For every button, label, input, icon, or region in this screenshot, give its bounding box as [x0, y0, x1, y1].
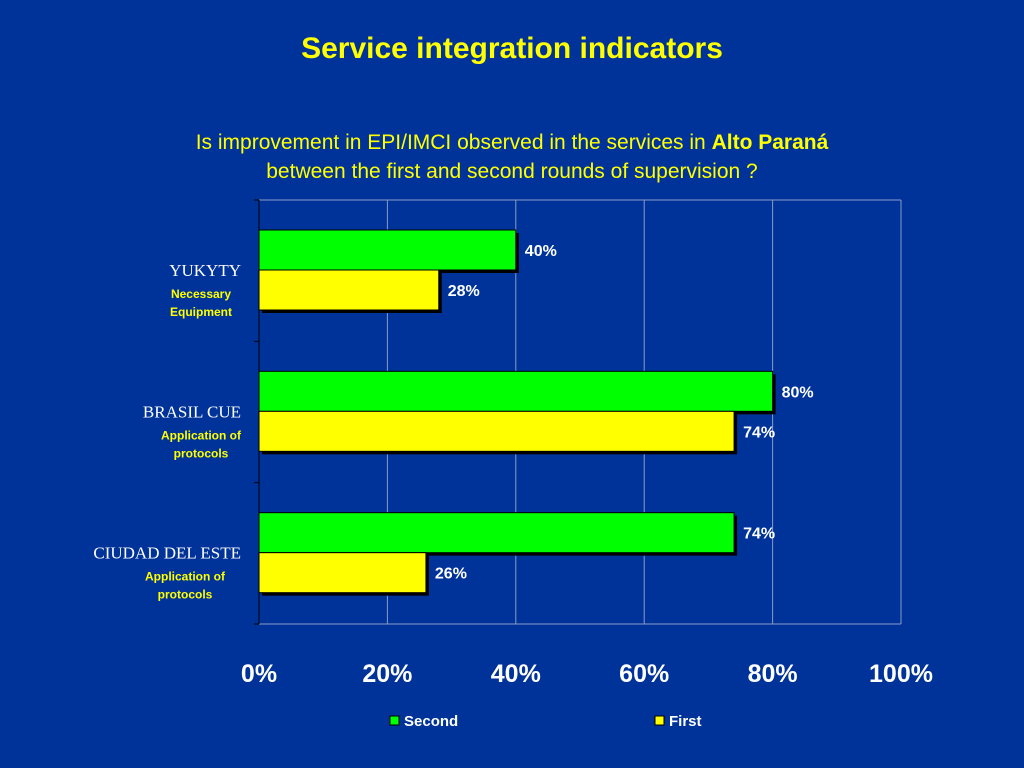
- category-sublabel: Application of: [161, 428, 242, 442]
- bar-second: [258, 370, 774, 412]
- x-tick-label: 100%: [869, 660, 933, 688]
- category-label: YUKYTY: [169, 261, 241, 280]
- legend: Second First: [389, 713, 702, 730]
- legend-label: First: [669, 713, 702, 730]
- data-label: 74%: [743, 526, 775, 543]
- legend-label: Second: [404, 713, 458, 730]
- subtitle-text: Is improvement in EPI/IMCI observed in t…: [195, 131, 712, 154]
- bar-second: [258, 512, 735, 554]
- data-label: 80%: [782, 384, 814, 401]
- bars-layer: [258, 229, 776, 596]
- category-sublabel: protocols: [158, 588, 213, 602]
- labels-layer: 40% 28% YUKYTY Necessary Equipment 80% 74% BRAS…: [93, 243, 813, 602]
- data-label: 74%: [743, 424, 775, 441]
- data-label: 40%: [525, 243, 557, 260]
- category-sublabel: Necessary: [171, 287, 231, 301]
- bar-second: [258, 229, 517, 271]
- x-tick-label: 80%: [748, 660, 798, 688]
- subtitle-text-line2: between the first and second rounds of s…: [266, 160, 758, 183]
- slide-title: Service integration indicators: [301, 32, 723, 65]
- data-label: 28%: [448, 283, 480, 300]
- category-sublabel: Equipment: [170, 305, 232, 319]
- category-sublabel: Application of: [145, 570, 226, 584]
- category-label: CIUDAD DEL ESTE: [93, 544, 241, 563]
- x-tick-label: 0%: [241, 660, 277, 688]
- data-label: 26%: [435, 566, 467, 583]
- category-sublabel: protocols: [174, 446, 229, 460]
- subtitle-location: Alto Paraná: [711, 131, 829, 154]
- bar-first: [258, 410, 735, 452]
- category-label: BRASIL CUE: [143, 402, 241, 421]
- x-tick-label: 60%: [619, 660, 669, 688]
- legend-swatch-first: [654, 715, 665, 726]
- x-tick-label: 20%: [362, 660, 412, 688]
- legend-swatch-second: [389, 715, 400, 726]
- bar-first: [258, 552, 427, 594]
- axis-layer: 0% 20% 40% 60% 80% 100%: [241, 199, 933, 688]
- x-tick-label: 40%: [491, 660, 541, 688]
- slide-subtitle: Is improvement in EPI/IMCI observed in t…: [0, 128, 1024, 186]
- bar-first: [258, 269, 440, 311]
